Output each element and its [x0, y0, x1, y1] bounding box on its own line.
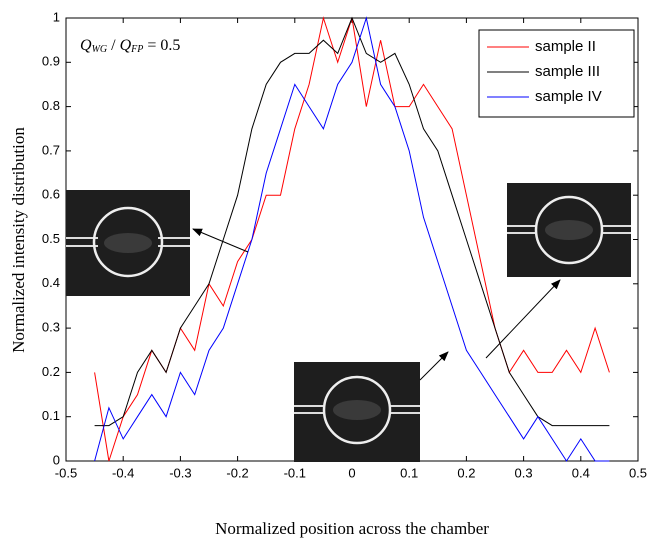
- legend-label: sample IV: [535, 88, 602, 105]
- y-tick-label: 0.2: [42, 364, 60, 379]
- x-tick-label: 0.3: [515, 465, 533, 480]
- arrow: [419, 351, 449, 381]
- annotation-part: Q: [120, 37, 132, 54]
- x-axis-label: Normalized position across the chamber: [215, 519, 489, 538]
- inset-image: [507, 183, 631, 277]
- y-tick-label: 0.8: [42, 98, 60, 113]
- series-line: [94, 16, 610, 462]
- y-tick-label: 1: [53, 9, 60, 24]
- legend-label: sample III: [535, 63, 600, 80]
- x-tick-label: -0.5: [55, 465, 77, 480]
- x-tick-label: 0.1: [400, 465, 418, 480]
- x-tick-label: 0.5: [629, 465, 647, 480]
- x-tick-label: -0.1: [284, 465, 306, 480]
- y-tick-label: 0.4: [42, 275, 60, 290]
- x-tick-label: 0.2: [457, 465, 475, 480]
- annotation: QWG / QFP = 0.5: [80, 37, 180, 56]
- arrow: [192, 228, 249, 253]
- annotation-part: /: [107, 37, 119, 54]
- series-line: [94, 16, 610, 427]
- legend-label: sample II: [535, 38, 596, 55]
- legend-box: [478, 29, 635, 118]
- x-tick-label: 0.4: [572, 465, 590, 480]
- annotation-part: WG: [92, 44, 108, 55]
- x-tick-label: 0: [348, 465, 355, 480]
- y-tick-label: 0.1: [42, 408, 60, 423]
- plot-area: -0.5 -0.4 -0.3 -0.2 -0.1 0 0.1 0.2 0.3 0.4 0.5 0 0.1…: [42, 9, 647, 480]
- y-tick-label: 0.6: [42, 187, 60, 202]
- annotation-part: Q: [80, 37, 92, 54]
- x-tick-label: -0.4: [112, 465, 134, 480]
- annotation-part: = 0.5: [143, 37, 180, 54]
- annotation-part: FP: [130, 44, 143, 55]
- x-tick-label: -0.3: [169, 465, 191, 480]
- y-tick-label: 0: [53, 452, 60, 467]
- inset-image: [294, 362, 420, 462]
- y-axis-label: Normalized intensity distribution: [9, 127, 28, 353]
- y-tick-label: 0.3: [42, 320, 60, 335]
- inset-image: [66, 190, 190, 296]
- y-tick-label: 0.7: [42, 142, 60, 157]
- x-tick-label: -0.2: [226, 465, 248, 480]
- legend: sample II sample III sample IV: [478, 29, 635, 118]
- y-tick-label: 0.5: [42, 231, 60, 246]
- y-tick-label: 0.9: [42, 54, 60, 69]
- arrow: [485, 279, 561, 359]
